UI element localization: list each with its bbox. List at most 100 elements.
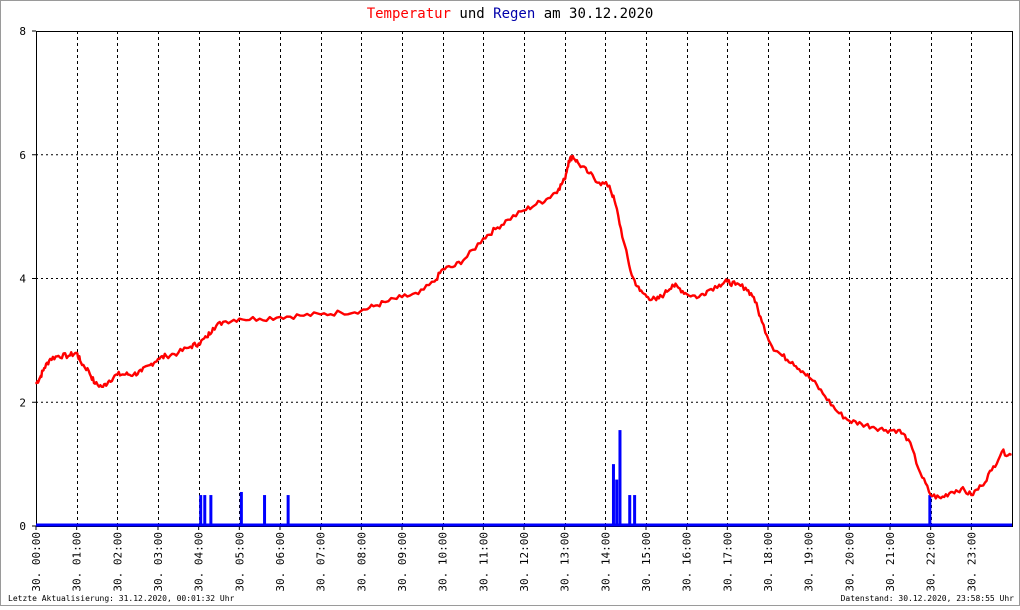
- temperature-point: [49, 358, 51, 360]
- temperature-point: [482, 237, 484, 239]
- temperature-point: [824, 395, 826, 397]
- x-tick-label: 30. 09:00: [396, 532, 409, 592]
- temperature-point: [88, 370, 90, 372]
- rain-bar: [615, 479, 619, 526]
- temperature-point: [614, 203, 617, 205]
- temperature-point: [801, 370, 804, 372]
- temperature-point: [572, 155, 574, 157]
- temperature-point: [588, 172, 590, 174]
- temperature-point: [907, 438, 909, 440]
- temperature-point: [791, 361, 794, 363]
- rain-bar: [199, 495, 203, 526]
- grid-lines: [36, 31, 1012, 526]
- temperature-point: [76, 352, 78, 354]
- x-tick-label: 30. 22:00: [925, 532, 938, 592]
- x-tick-label: 30. 01:00: [71, 532, 84, 592]
- temperature-point: [726, 280, 728, 283]
- temperature-point: [189, 345, 192, 348]
- temperature-point: [133, 373, 135, 376]
- temperature-point: [442, 268, 444, 270]
- rain-bar: [286, 495, 290, 526]
- temperature-point: [433, 280, 436, 283]
- temperature-point: [960, 488, 962, 490]
- x-tick-label: 30. 20:00: [843, 532, 856, 592]
- title-part-3: am 30.12.2020: [535, 6, 653, 22]
- temperature-point: [608, 185, 611, 187]
- temperature-point: [80, 361, 82, 363]
- temperature-point: [535, 203, 537, 205]
- rain-bar: [209, 495, 213, 526]
- temperature-point: [206, 336, 208, 338]
- temperature-point: [568, 160, 570, 162]
- temperature-point: [523, 209, 525, 212]
- temperature-point: [141, 370, 143, 372]
- temperature-point: [564, 178, 566, 181]
- temperature-point: [102, 386, 104, 388]
- rain-bar: [263, 495, 267, 526]
- footer-last-update: Letzte Aktualisierung: 31.12.2020, 00:01…: [8, 594, 235, 603]
- temperature-point: [222, 321, 224, 323]
- temperature-point: [401, 296, 403, 298]
- temperature-point: [873, 426, 875, 428]
- temperature-point: [677, 287, 680, 289]
- x-tick-label: 30. 16:00: [681, 532, 694, 592]
- temperature-point: [149, 364, 151, 366]
- temperature-point: [360, 310, 362, 312]
- temperature-point: [671, 284, 674, 286]
- y-tick-label: 4: [19, 273, 26, 286]
- temperature-point: [320, 313, 322, 315]
- temperature-point: [1010, 454, 1012, 456]
- temperature-point: [35, 383, 37, 385]
- temperature-point: [124, 373, 127, 376]
- temperature-point: [494, 228, 497, 230]
- temperature-point: [385, 301, 387, 303]
- temperature-point: [466, 256, 468, 258]
- temperature-point: [212, 327, 214, 329]
- temperature-point: [259, 318, 261, 320]
- temperature-point: [67, 355, 70, 357]
- temperature-point: [116, 373, 118, 376]
- x-tick-label: 30. 21:00: [884, 532, 897, 592]
- temperature-point: [417, 293, 419, 295]
- temperature-point: [698, 296, 700, 298]
- temperature-point: [771, 345, 773, 348]
- temperature-point: [39, 376, 41, 379]
- rain-bar: [611, 464, 615, 526]
- x-tick-label: 30. 18:00: [762, 532, 775, 592]
- temperature-point: [734, 284, 737, 286]
- temperature-point: [663, 293, 665, 295]
- x-tick-label: 30. 12:00: [518, 532, 531, 592]
- temperature-point: [547, 197, 550, 199]
- x-tick-label: 30. 02:00: [111, 532, 124, 592]
- x-tick-label: 30. 06:00: [274, 532, 287, 592]
- temperature-point: [718, 284, 720, 286]
- x-tick-label: 30. 19:00: [803, 532, 816, 592]
- y-tick-label: 2: [19, 396, 26, 409]
- temperature-point: [454, 265, 456, 267]
- footer-data-status: Datenstand: 30.12.2020, 23:58:55 Uhr: [841, 594, 1015, 603]
- x-tick-label: 30. 15:00: [640, 532, 653, 592]
- chart-title: Temperatur und Regen am 30.12.2020: [367, 6, 654, 22]
- y-tick-labels: 0 2 4 6 8: [19, 25, 36, 533]
- temperature-point: [812, 379, 814, 382]
- temperature-point: [1001, 451, 1003, 453]
- x-tick-label: 30. 07:00: [315, 532, 328, 592]
- x-tick-label: 30. 17:00: [721, 532, 734, 592]
- temperature-point: [761, 321, 763, 323]
- x-tick-label: 30. 11:00: [477, 532, 490, 592]
- temperature-point: [557, 188, 560, 190]
- y-tick-label: 6: [19, 149, 26, 162]
- title-part-0: Temperatur: [367, 6, 451, 22]
- temperature-line: [35, 154, 1012, 500]
- temperature-point: [177, 352, 179, 354]
- temperature-point: [897, 429, 899, 431]
- temperature-point: [623, 240, 625, 242]
- temperature-point: [165, 355, 167, 357]
- rain-bar: [628, 495, 632, 526]
- temperature-point: [940, 497, 942, 499]
- temperature-point: [340, 311, 342, 314]
- title-part-1: und: [451, 6, 493, 22]
- temperature-point: [950, 491, 952, 493]
- temperature-point: [108, 379, 110, 382]
